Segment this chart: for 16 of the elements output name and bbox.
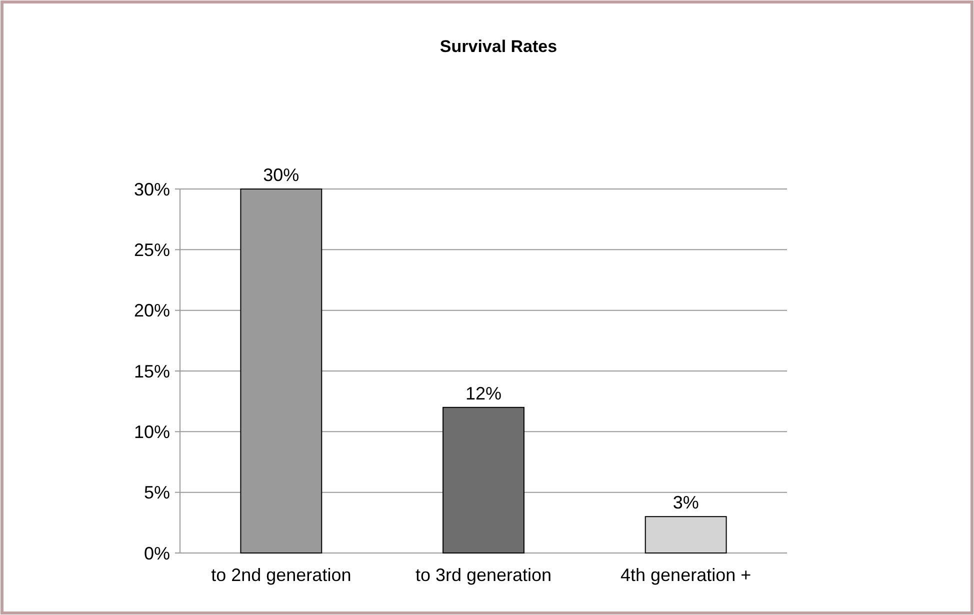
x-tick-label: to 3rd generation	[415, 565, 552, 585]
y-tick-label: 0%	[144, 543, 170, 564]
data-label: 30%	[263, 165, 300, 185]
x-tick-label: 4th generation +	[620, 565, 752, 585]
y-tick-label: 25%	[134, 240, 170, 260]
y-tick-label: 10%	[134, 422, 170, 442]
data-label: 3%	[672, 492, 699, 513]
y-tick-label: 30%	[134, 179, 170, 200]
y-tick-label: 15%	[134, 361, 170, 382]
y-tick-label: 20%	[134, 300, 170, 321]
x-tick-label: to 2nd generation	[211, 565, 352, 585]
bar	[644, 516, 727, 554]
data-label: 12%	[465, 383, 502, 404]
y-tick-label: 5%	[144, 482, 170, 503]
chart-title: Survival Rates	[440, 37, 558, 56]
bar	[442, 406, 524, 554]
